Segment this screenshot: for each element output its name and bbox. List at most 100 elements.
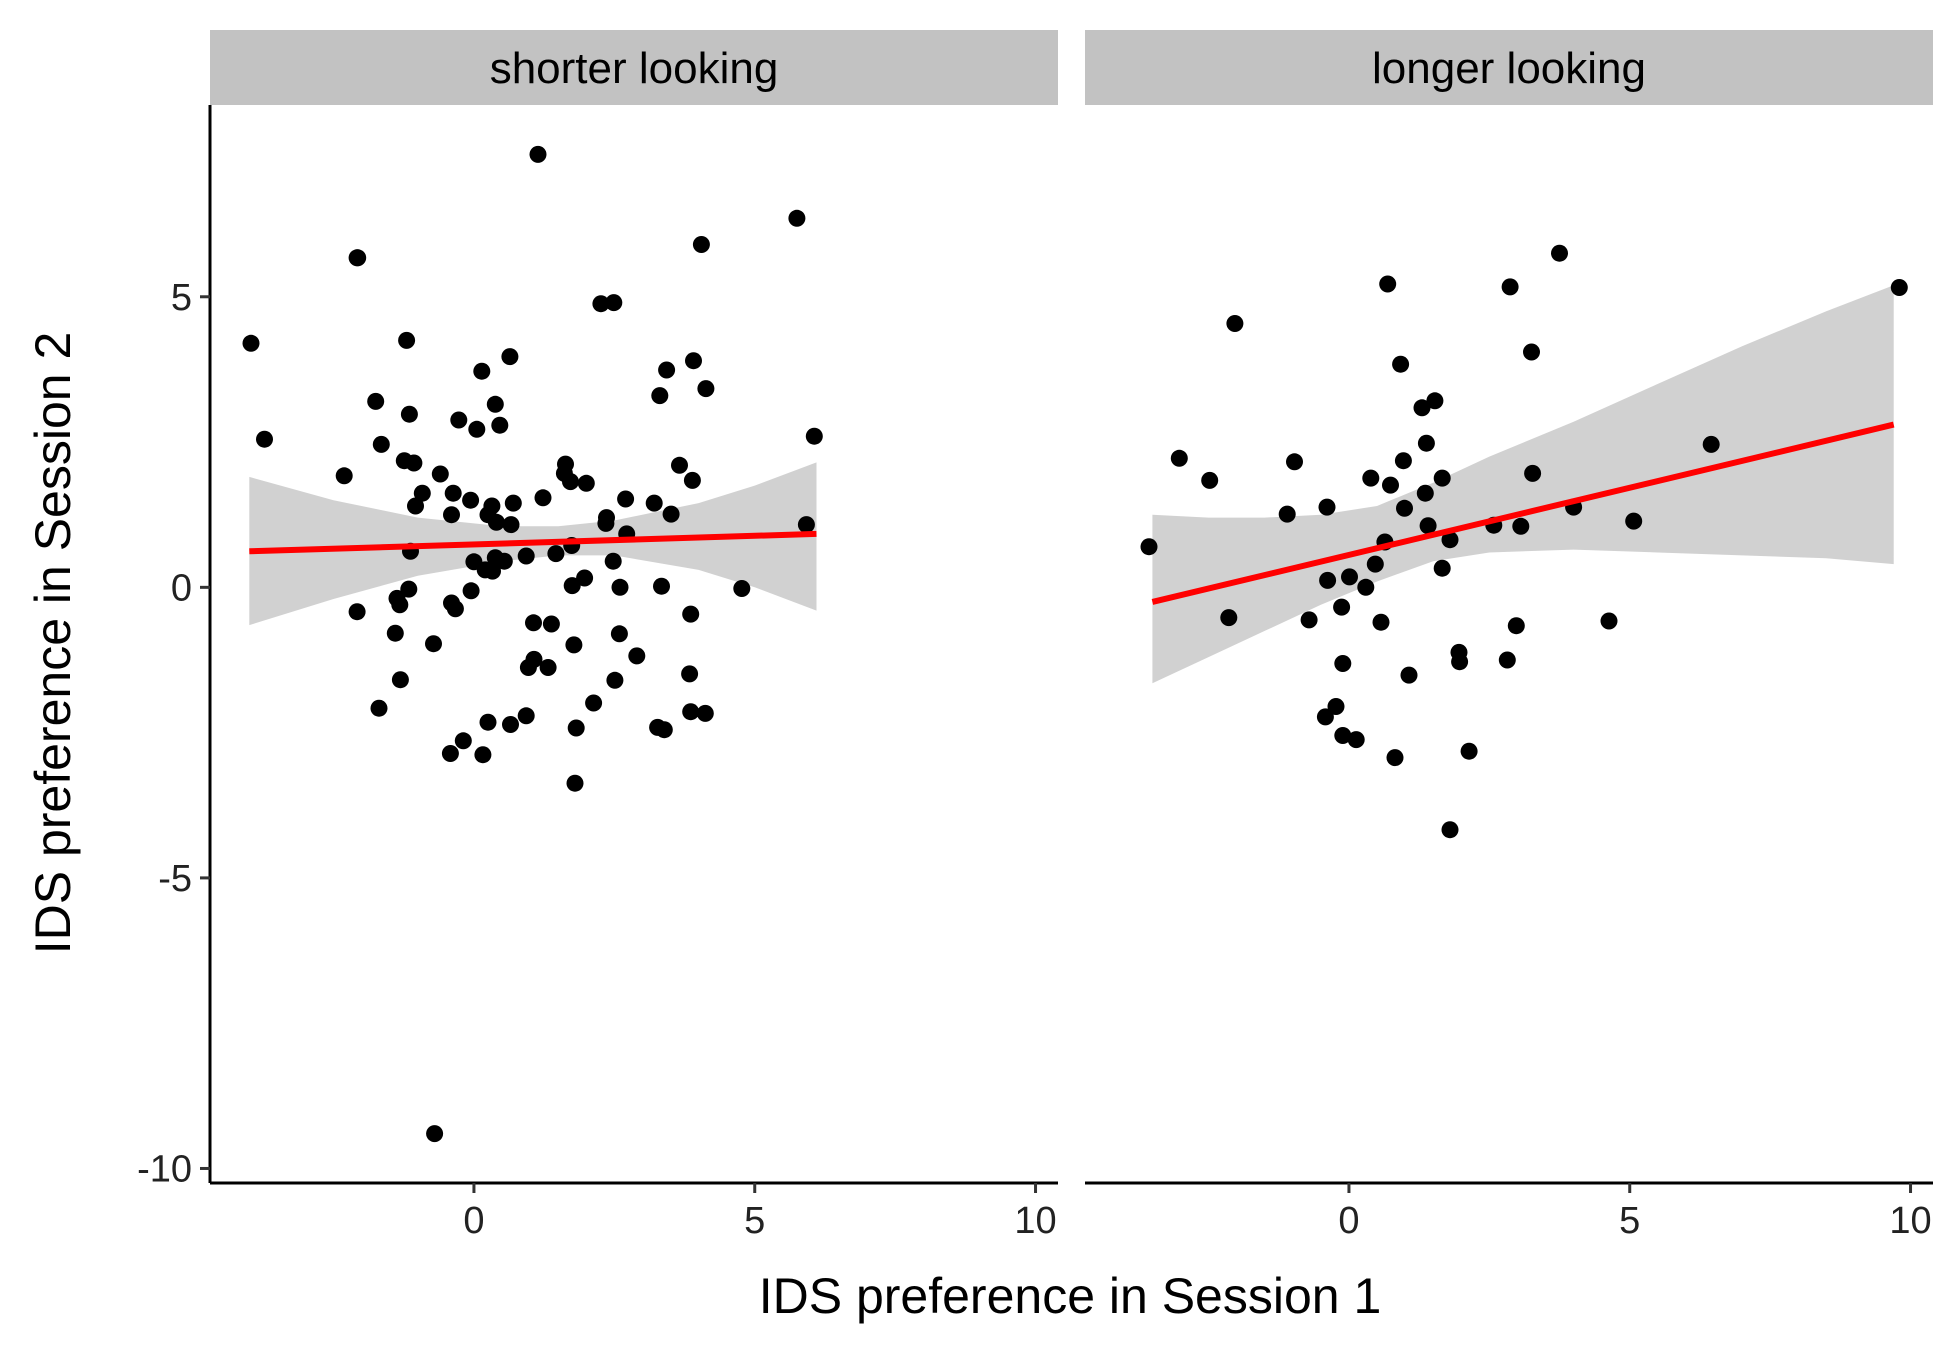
data-point bbox=[473, 362, 491, 380]
data-point bbox=[733, 580, 751, 597]
data-point bbox=[502, 516, 520, 534]
data-point bbox=[577, 474, 595, 492]
data-point bbox=[400, 580, 418, 598]
regression-line bbox=[249, 530, 817, 555]
data-point bbox=[348, 249, 366, 267]
data-point bbox=[1441, 531, 1459, 549]
y-axis-title: IDS preference in Session 2 bbox=[25, 332, 81, 955]
data-point bbox=[1392, 355, 1410, 373]
data-point bbox=[1441, 821, 1459, 839]
data-point bbox=[1524, 464, 1542, 482]
data-point bbox=[450, 411, 468, 429]
data-point bbox=[479, 713, 497, 731]
data-point bbox=[1286, 453, 1303, 471]
data-point bbox=[1396, 499, 1413, 517]
data-point bbox=[1140, 538, 1158, 556]
data-point bbox=[242, 334, 260, 352]
x-axis-title: IDS preference in Session 1 bbox=[759, 1268, 1382, 1324]
data-point bbox=[1426, 392, 1444, 410]
regression-line bbox=[1151, 421, 1895, 605]
data-point bbox=[539, 659, 557, 676]
data-point bbox=[484, 562, 501, 580]
data-point bbox=[372, 435, 390, 453]
data-point bbox=[1333, 598, 1351, 616]
data-point bbox=[1379, 275, 1397, 293]
data-point bbox=[367, 392, 385, 410]
data-point bbox=[604, 552, 622, 570]
data-point bbox=[671, 456, 688, 474]
data-point bbox=[1600, 612, 1618, 630]
data-points bbox=[242, 145, 823, 1143]
data-point bbox=[1382, 476, 1399, 494]
data-point bbox=[1433, 469, 1451, 487]
data-point bbox=[501, 348, 519, 366]
y-tick-label: 0 bbox=[171, 567, 192, 609]
data-point bbox=[788, 209, 806, 227]
data-points bbox=[1140, 244, 1908, 839]
x-tick-label: 0 bbox=[1338, 1200, 1359, 1242]
data-point bbox=[567, 719, 585, 737]
x-tick-label: 0 bbox=[463, 1200, 484, 1242]
data-point bbox=[405, 454, 423, 472]
data-point bbox=[446, 600, 464, 618]
facet-strip bbox=[210, 30, 1058, 105]
data-point bbox=[517, 707, 535, 725]
facet-panels: shorter looking longer looking bbox=[210, 30, 1933, 1143]
data-point bbox=[585, 694, 603, 712]
data-point bbox=[628, 647, 646, 665]
data-point bbox=[1170, 449, 1188, 467]
data-point bbox=[502, 716, 519, 733]
data-point bbox=[1625, 512, 1643, 530]
data-point bbox=[1498, 651, 1516, 669]
panel-2: longer looking bbox=[1085, 30, 1933, 839]
data-point bbox=[491, 416, 509, 434]
data-point bbox=[1201, 471, 1219, 489]
data-point bbox=[1334, 727, 1352, 744]
data-point bbox=[1417, 434, 1435, 452]
data-point bbox=[1319, 571, 1337, 589]
data-point bbox=[386, 624, 404, 642]
data-point bbox=[797, 516, 815, 534]
data-point bbox=[517, 547, 535, 565]
data-point bbox=[431, 465, 449, 483]
data-point bbox=[474, 746, 492, 764]
x-tick-label: 10 bbox=[1014, 1200, 1056, 1242]
data-point bbox=[1316, 708, 1334, 726]
data-point bbox=[566, 774, 584, 792]
data-point bbox=[370, 699, 388, 717]
data-point bbox=[400, 405, 418, 423]
y-tick-label: -5 bbox=[158, 858, 192, 900]
data-point bbox=[805, 427, 823, 445]
data-point bbox=[495, 552, 513, 570]
data-point bbox=[1386, 749, 1404, 767]
data-point bbox=[413, 484, 431, 502]
data-point bbox=[444, 484, 462, 502]
data-point bbox=[1278, 505, 1296, 523]
data-point bbox=[1334, 655, 1352, 672]
confidence-band bbox=[1152, 285, 1894, 684]
data-point bbox=[1357, 578, 1375, 596]
data-point bbox=[542, 615, 560, 633]
data-point bbox=[617, 490, 635, 508]
data-point bbox=[1512, 517, 1530, 535]
data-point bbox=[525, 614, 542, 632]
data-point bbox=[486, 395, 504, 413]
data-point bbox=[597, 514, 615, 532]
data-point bbox=[606, 671, 624, 689]
data-point bbox=[1400, 666, 1418, 684]
y-tick-label: 5 bbox=[171, 277, 192, 319]
data-point bbox=[1501, 278, 1519, 296]
data-point bbox=[1327, 698, 1345, 715]
data-point bbox=[1702, 435, 1720, 453]
data-point bbox=[1507, 617, 1525, 635]
axes: 0 5 10 0 5 10 5 0 -5 -10 bbox=[137, 105, 1933, 1242]
data-point bbox=[1413, 399, 1431, 417]
data-point bbox=[1460, 742, 1478, 760]
data-point bbox=[1226, 315, 1244, 332]
data-point bbox=[610, 625, 628, 643]
data-point bbox=[1341, 568, 1358, 586]
data-point bbox=[256, 430, 273, 448]
data-point bbox=[1451, 653, 1469, 671]
data-point bbox=[1318, 498, 1336, 516]
